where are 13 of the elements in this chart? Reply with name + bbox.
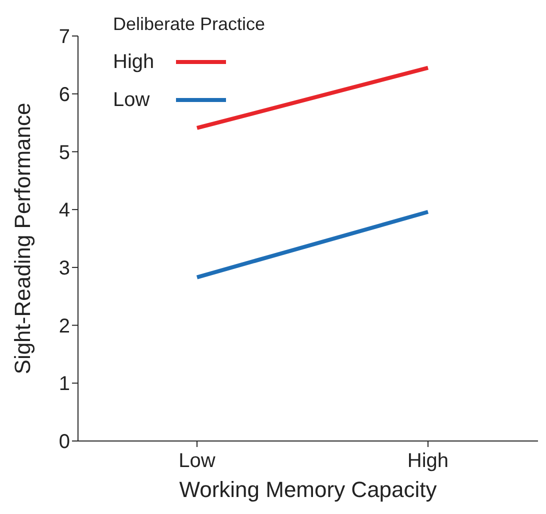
x-axis-title: Working Memory Capacity (179, 477, 437, 502)
y-tick-label: 3 (58, 258, 70, 280)
y-tick-label: 7 (58, 26, 70, 48)
legend-label: High (113, 50, 156, 74)
y-tick-label: 1 (58, 373, 70, 396)
legend-title: Deliberate Practice (113, 14, 266, 35)
legend-label: Low (113, 88, 151, 112)
y-tick-label: 5 (58, 142, 70, 164)
y-tick-label: 0 (58, 431, 70, 454)
y-axis-title: Sight-Reading Performance (10, 102, 35, 374)
y-tick-label: 6 (58, 84, 70, 106)
y-tick-label: 4 (58, 200, 70, 222)
y-tick-label: 2 (58, 315, 70, 338)
